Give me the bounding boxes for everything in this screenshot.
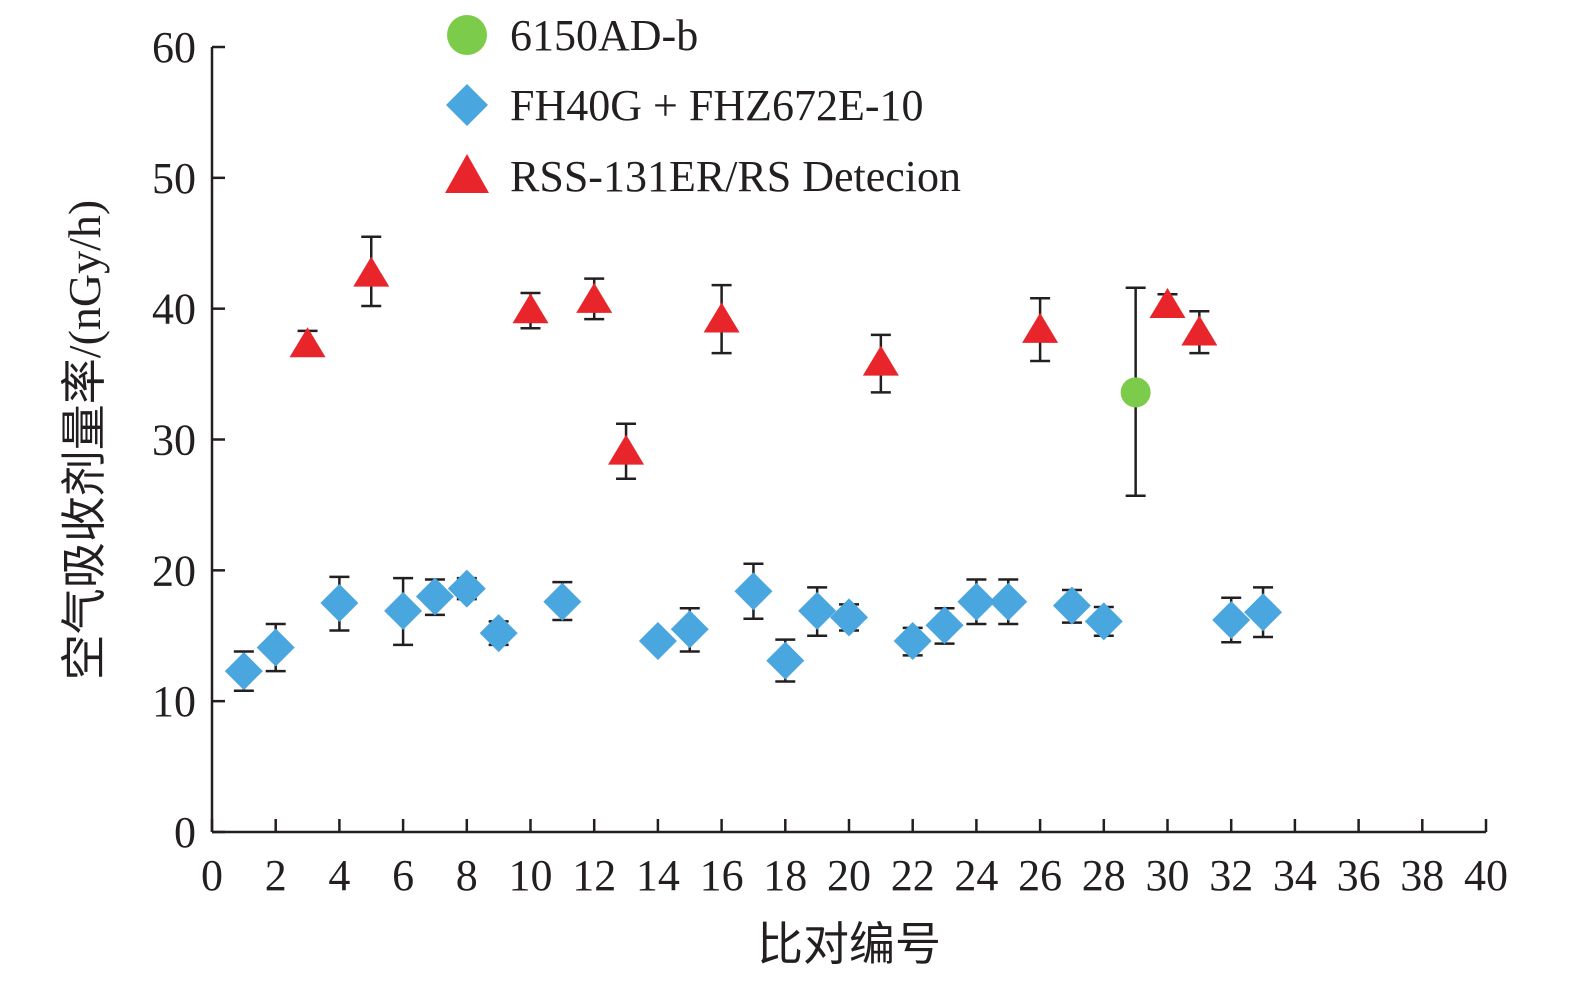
x-tick-label: 2 <box>265 851 287 900</box>
data-point-diamond <box>989 582 1028 621</box>
y-tick-label: 20 <box>152 546 196 595</box>
y-axis-title: 空气吸收剂量率/(nGy/h) <box>59 200 110 680</box>
data-point-diamond <box>766 641 805 680</box>
data-point-triangle <box>512 293 549 324</box>
data-point-diamond <box>1244 593 1283 632</box>
series-layer <box>224 235 1283 692</box>
y-ticks: 0 10 20 30 40 50 60 <box>152 23 225 857</box>
x-tick-label: 18 <box>763 851 807 900</box>
data-point-diamond <box>256 628 295 667</box>
y-tick-label: 40 <box>152 285 196 334</box>
x-tick-label: 24 <box>954 851 998 900</box>
legend-marker-circle <box>447 15 487 55</box>
x-tick-label: 16 <box>700 851 744 900</box>
data-point-diamond <box>415 577 454 616</box>
data-point-diamond <box>798 591 837 630</box>
legend-marker-triangle <box>445 154 489 193</box>
data-point-diamond <box>893 621 932 660</box>
data-point-diamond <box>638 621 677 660</box>
data-point-diamond <box>830 598 868 637</box>
x-tick-label: 26 <box>1018 851 1062 900</box>
data-point-diamond <box>479 614 518 653</box>
x-tick-label: 40 <box>1464 851 1508 900</box>
series-circle <box>1120 286 1151 498</box>
data-point-diamond <box>543 582 582 621</box>
y-tick-label: 50 <box>152 154 196 203</box>
legend-item: 6150AD-b <box>447 11 698 60</box>
series-diamond <box>224 562 1283 692</box>
legend-item: FH40G + FHZ672E-10 <box>446 81 924 130</box>
data-point-diamond <box>384 591 423 630</box>
x-tick-label: 32 <box>1209 851 1253 900</box>
data-point-diamond <box>957 582 996 621</box>
legend-item: RSS-131ER/RS Detecion <box>445 152 961 201</box>
legend-label: 6150AD-b <box>510 11 698 60</box>
data-point-diamond <box>670 610 709 649</box>
x-tick-label: 0 <box>201 851 223 900</box>
x-tick-label: 22 <box>891 851 935 900</box>
data-point-diamond <box>447 569 486 608</box>
data-point-triangle <box>703 302 740 333</box>
x-tick-label: 30 <box>1146 851 1190 900</box>
data-point-triangle <box>353 256 390 287</box>
data-point-triangle <box>862 345 899 376</box>
series-triangle <box>289 235 1218 480</box>
x-tick-label: 38 <box>1400 851 1444 900</box>
y-tick-label: 30 <box>152 416 196 465</box>
y-tick-label: 0 <box>174 808 196 857</box>
data-point-diamond <box>224 652 263 691</box>
data-point-triangle <box>576 282 613 313</box>
x-tick-label: 14 <box>636 851 680 900</box>
data-point-diamond <box>1212 601 1251 640</box>
x-tick-label: 8 <box>456 851 478 900</box>
x-tick-label: 20 <box>827 851 871 900</box>
data-point-diamond <box>320 584 359 623</box>
data-point-triangle <box>1181 315 1218 346</box>
data-point-diamond <box>1052 586 1091 625</box>
data-point-diamond <box>1084 602 1123 641</box>
x-tick-label: 28 <box>1082 851 1126 900</box>
data-point-triangle <box>1149 288 1186 319</box>
x-tick-label: 6 <box>392 851 414 900</box>
data-point-triangle <box>1022 312 1059 343</box>
legend-marker-diamond <box>446 84 488 126</box>
legend: 6150AD-b FH40G + FHZ672E-10 RSS-131ER/RS D… <box>445 11 961 201</box>
legend-label: FH40G + FHZ672E-10 <box>510 81 924 130</box>
x-tick-label: 36 <box>1337 851 1381 900</box>
y-tick-label: 10 <box>152 677 196 726</box>
x-tick-label: 10 <box>509 851 553 900</box>
data-point-diamond <box>925 606 964 645</box>
data-point-circle <box>1120 377 1151 408</box>
x-axis-title: 比对编号 <box>757 919 941 970</box>
y-tick-label: 60 <box>152 23 196 72</box>
data-point-diamond <box>734 572 773 611</box>
x-tick-label: 34 <box>1273 851 1317 900</box>
x-tick-label: 12 <box>572 851 616 900</box>
data-point-triangle <box>608 434 645 465</box>
legend-label: RSS-131ER/RS Detecion <box>510 152 961 201</box>
x-tick-label: 4 <box>328 851 350 900</box>
x-ticks: 0 2 4 6 8 10 12 14 16 18 20 22 24 26 28 30 32 34 36 38 40 <box>201 819 1508 900</box>
data-point-triangle <box>289 327 326 358</box>
